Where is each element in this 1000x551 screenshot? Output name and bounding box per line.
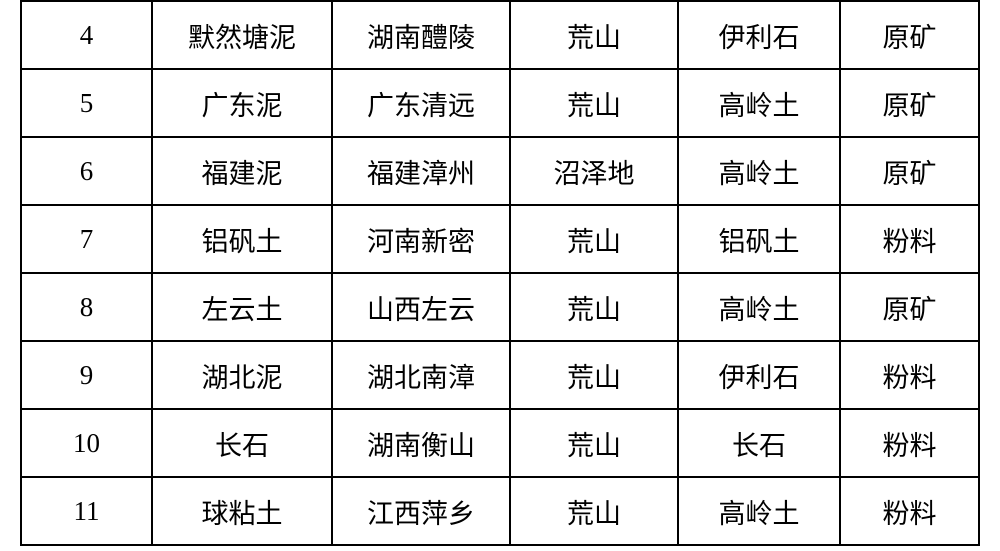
cell-index: 6	[21, 137, 152, 205]
cell-name: 球粘土	[152, 477, 332, 545]
cell-mineral: 伊利石	[678, 341, 840, 409]
cell-mineral: 铝矾土	[678, 205, 840, 273]
cell-index: 11	[21, 477, 152, 545]
cell-name: 默然塘泥	[152, 1, 332, 69]
cell-index: 10	[21, 409, 152, 477]
cell-terrain: 荒山	[510, 273, 678, 341]
table-row: 10 长石 湖南衡山 荒山 长石 粉料	[21, 409, 979, 477]
table-row: 11 球粘土 江西萍乡 荒山 高岭土 粉料	[21, 477, 979, 545]
cell-terrain: 荒山	[510, 205, 678, 273]
cell-mineral: 高岭土	[678, 477, 840, 545]
cell-name: 湖北泥	[152, 341, 332, 409]
cell-origin: 江西萍乡	[332, 477, 510, 545]
cell-name: 长石	[152, 409, 332, 477]
cell-index: 8	[21, 273, 152, 341]
table-row: 5 广东泥 广东清远 荒山 高岭土 原矿	[21, 69, 979, 137]
table-row: 9 湖北泥 湖北南漳 荒山 伊利石 粉料	[21, 341, 979, 409]
cell-name: 福建泥	[152, 137, 332, 205]
cell-index: 4	[21, 1, 152, 69]
cell-form: 原矿	[840, 69, 979, 137]
cell-terrain: 荒山	[510, 69, 678, 137]
cell-origin: 湖南醴陵	[332, 1, 510, 69]
cell-mineral: 高岭土	[678, 273, 840, 341]
cell-terrain: 荒山	[510, 477, 678, 545]
cell-origin: 山西左云	[332, 273, 510, 341]
cell-origin: 福建漳州	[332, 137, 510, 205]
cell-terrain: 沼泽地	[510, 137, 678, 205]
table-row: 7 铝矾土 河南新密 荒山 铝矾土 粉料	[21, 205, 979, 273]
cell-form: 原矿	[840, 273, 979, 341]
cell-form: 原矿	[840, 137, 979, 205]
cell-terrain: 荒山	[510, 409, 678, 477]
cell-mineral: 高岭土	[678, 137, 840, 205]
materials-table: 4 默然塘泥 湖南醴陵 荒山 伊利石 原矿 5 广东泥 广东清远 荒山 高岭土 …	[20, 0, 980, 546]
cell-form: 粉料	[840, 409, 979, 477]
cell-origin: 河南新密	[332, 205, 510, 273]
cell-index: 7	[21, 205, 152, 273]
table-row: 6 福建泥 福建漳州 沼泽地 高岭土 原矿	[21, 137, 979, 205]
cell-form: 原矿	[840, 1, 979, 69]
cell-name: 左云土	[152, 273, 332, 341]
cell-form: 粉料	[840, 205, 979, 273]
cell-name: 广东泥	[152, 69, 332, 137]
table-row: 8 左云土 山西左云 荒山 高岭土 原矿	[21, 273, 979, 341]
cell-origin: 广东清远	[332, 69, 510, 137]
cell-mineral: 高岭土	[678, 69, 840, 137]
table-row: 4 默然塘泥 湖南醴陵 荒山 伊利石 原矿	[21, 1, 979, 69]
cell-form: 粉料	[840, 341, 979, 409]
table-body: 4 默然塘泥 湖南醴陵 荒山 伊利石 原矿 5 广东泥 广东清远 荒山 高岭土 …	[21, 1, 979, 545]
cell-index: 5	[21, 69, 152, 137]
cell-index: 9	[21, 341, 152, 409]
cell-origin: 湖北南漳	[332, 341, 510, 409]
cell-terrain: 荒山	[510, 1, 678, 69]
cell-form: 粉料	[840, 477, 979, 545]
cell-mineral: 长石	[678, 409, 840, 477]
cell-name: 铝矾土	[152, 205, 332, 273]
cell-mineral: 伊利石	[678, 1, 840, 69]
cell-origin: 湖南衡山	[332, 409, 510, 477]
cell-terrain: 荒山	[510, 341, 678, 409]
